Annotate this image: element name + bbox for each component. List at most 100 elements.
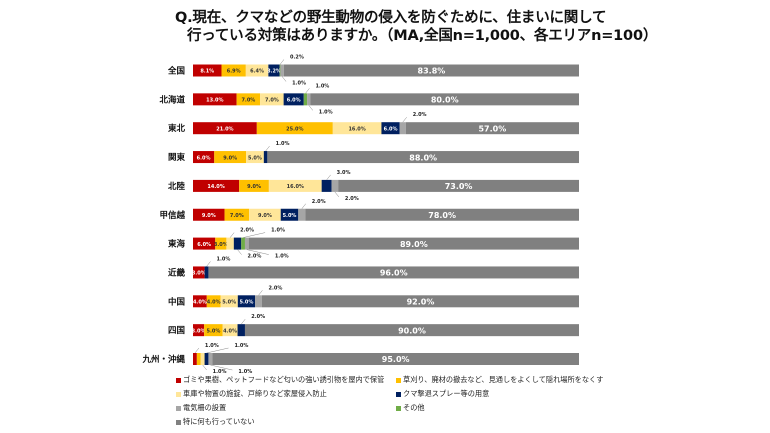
leader-line xyxy=(334,191,340,198)
bar-segment-2 xyxy=(249,208,281,221)
leader-line xyxy=(243,232,266,238)
data-label: 25.0% xyxy=(286,126,303,132)
category-label: 関東 xyxy=(168,152,186,163)
bar-segment-6 xyxy=(208,266,579,279)
data-label: 13.0% xyxy=(206,98,223,104)
legend-item: ゴミや果樹、ペットフードなど匂いの強い誘引物を屋内で保管 xyxy=(176,375,384,385)
bar-segment-3 xyxy=(233,237,242,250)
bar-segment-2 xyxy=(200,353,205,365)
bar-segment-2 xyxy=(245,64,269,77)
data-label: 14.0% xyxy=(207,184,224,190)
leader-line xyxy=(305,88,310,94)
category-label: 北海道 xyxy=(159,94,185,105)
category-label: 北陸 xyxy=(168,181,186,192)
data-label: 2.0% xyxy=(345,196,359,202)
bar-segment-6 xyxy=(338,179,579,192)
legend-item: 特に何も行っていない xyxy=(176,417,255,427)
legend-swatch xyxy=(176,377,181,383)
data-label: 7.0% xyxy=(230,213,244,219)
data-label: 88.0% xyxy=(409,153,437,162)
data-label: 1.0% xyxy=(238,369,252,375)
data-label: 9.0% xyxy=(223,155,237,161)
data-label: 4.0% xyxy=(223,328,237,334)
leader-line xyxy=(301,203,306,209)
bar-segment-4 xyxy=(241,237,245,250)
bar-segment-6 xyxy=(212,353,580,365)
category-label: 甲信越 xyxy=(159,210,185,221)
data-label: 2.0% xyxy=(240,228,254,234)
leader-line xyxy=(202,364,207,371)
legend-swatch xyxy=(176,391,181,397)
bar-segment-2 xyxy=(260,93,284,106)
data-label: 2.0% xyxy=(268,285,282,291)
bar-segment-6 xyxy=(405,122,579,135)
bar-segment-6 xyxy=(244,324,579,337)
bar-segment-0 xyxy=(193,179,240,192)
data-label: 6.4% xyxy=(250,69,264,75)
bar-segment-4 xyxy=(279,64,281,77)
data-label: 3.0% xyxy=(192,271,206,277)
category-label: 四国 xyxy=(168,325,185,336)
data-label: 96.0% xyxy=(380,269,408,278)
data-label: 4.0% xyxy=(207,300,221,306)
legend-swatch xyxy=(396,405,401,411)
data-label: 5.0% xyxy=(206,328,220,334)
leader-line xyxy=(258,290,263,296)
legend-item: 電気柵の設置 xyxy=(176,403,226,413)
leader-line xyxy=(206,261,211,267)
legend-swatch xyxy=(396,391,401,397)
legend-label: 特に何も行っていない xyxy=(183,417,255,426)
bar-segment-0 xyxy=(193,237,216,250)
bar-segment-0 xyxy=(193,208,225,221)
data-label: 1.0% xyxy=(271,228,285,234)
leader-line xyxy=(194,347,200,354)
data-label: 5.0% xyxy=(222,300,236,306)
data-label: 1.0% xyxy=(213,369,227,375)
data-label: 9.0% xyxy=(247,184,261,190)
data-label: 4.0% xyxy=(193,300,207,306)
leader-line xyxy=(265,145,270,152)
bar-segment-1 xyxy=(196,353,201,365)
data-label: 2.0% xyxy=(312,199,326,205)
data-label: 73.0% xyxy=(445,182,473,191)
bar-segment-3 xyxy=(237,295,256,308)
data-label: 3.0% xyxy=(337,170,351,176)
leader-line xyxy=(241,318,246,325)
data-label: 1.0% xyxy=(275,254,289,260)
bar-segment-5 xyxy=(298,208,306,221)
data-label: 6.0% xyxy=(197,155,211,161)
legend-swatch xyxy=(176,405,181,411)
legend-label: 草刈り、廃材の撤去など、見通しをよくして隠れ場所をなくす xyxy=(403,375,604,384)
chart-title: Q.現在、クマなどの野生動物の侵入を防ぐために、住まいに関して xyxy=(175,10,607,26)
bar-segment-6 xyxy=(267,151,579,164)
bar-segment-3 xyxy=(283,93,304,106)
data-label: 5.0% xyxy=(239,300,253,306)
data-label: 6.0% xyxy=(287,98,301,104)
legend-swatch xyxy=(396,377,401,383)
data-label: 3.0% xyxy=(214,242,228,248)
leader-line xyxy=(246,249,269,255)
legend-label: 電気柵の設置 xyxy=(183,403,227,412)
leader-line xyxy=(402,117,407,123)
data-label: 90.0% xyxy=(398,326,426,335)
bar-segment-5 xyxy=(399,122,406,135)
bar-segment-6 xyxy=(248,237,579,250)
bar-segment-6 xyxy=(305,208,579,221)
bar-segment-1 xyxy=(221,64,246,77)
bar-segment-1 xyxy=(256,122,333,135)
bar-segment-0 xyxy=(193,93,237,106)
data-label: 89.0% xyxy=(400,240,428,249)
bar-segment-3 xyxy=(381,122,400,135)
bar-segment-6 xyxy=(261,295,579,308)
bar-segment-3 xyxy=(280,208,299,221)
data-label: 8.1% xyxy=(200,69,214,75)
category-label: 東海 xyxy=(168,239,186,250)
data-label: 92.0% xyxy=(407,298,435,307)
bar-segment-3 xyxy=(204,353,209,365)
legend-label: 車庫や物置の施錠、戸締りなど家屋侵入防止 xyxy=(183,389,327,398)
category-label: 中国 xyxy=(168,296,185,307)
category-label: 東北 xyxy=(168,123,186,134)
bar-segment-1 xyxy=(206,295,221,308)
bar-segment-5 xyxy=(244,237,249,250)
